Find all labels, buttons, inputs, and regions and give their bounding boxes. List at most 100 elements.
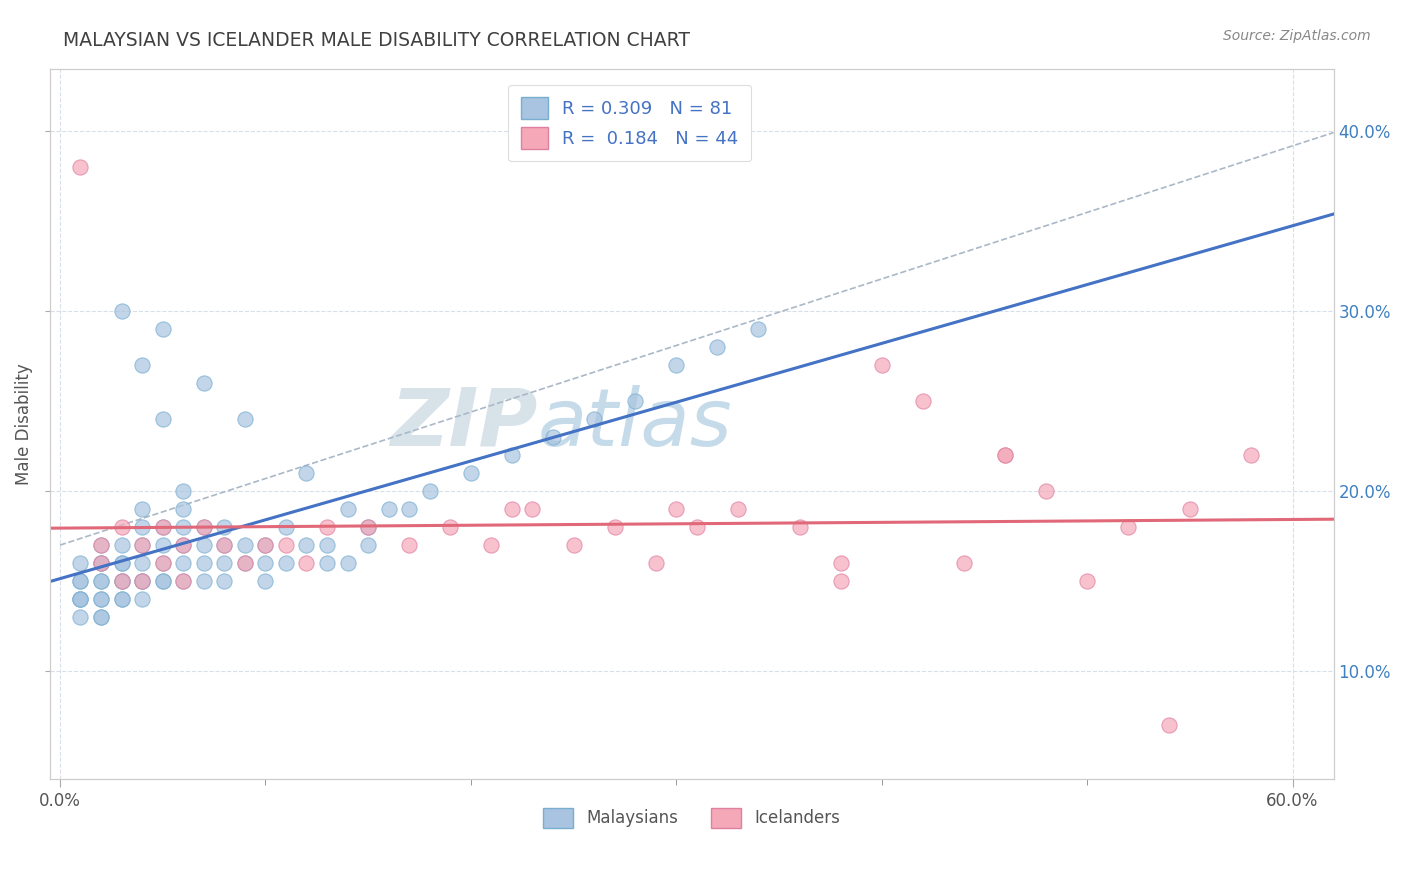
Point (110, 304, 132, 318)
Point (870, 358, 893, 372)
Point (193, 574, 215, 588)
Point (419, 484, 441, 499)
Point (789, 520, 811, 534)
Point (152, 322, 174, 336)
Point (357, 538, 380, 552)
Point (193, 538, 215, 552)
Point (131, 574, 153, 588)
Point (1116, 520, 1139, 534)
Point (69, 556, 91, 570)
Point (214, 556, 236, 570)
Point (90, 592, 112, 607)
Point (316, 520, 339, 534)
Point (172, 538, 194, 552)
Point (90, 556, 112, 570)
Point (193, 520, 215, 534)
Point (152, 520, 174, 534)
Point (172, 520, 194, 534)
Point (214, 574, 236, 588)
Point (254, 574, 277, 588)
Point (110, 574, 132, 588)
Point (295, 556, 318, 570)
Point (152, 556, 174, 570)
Point (172, 502, 194, 516)
Point (152, 538, 174, 552)
Point (274, 538, 297, 552)
Point (90, 556, 112, 570)
Point (911, 394, 934, 409)
Point (665, 358, 688, 372)
Point (644, 556, 666, 570)
Point (131, 556, 153, 570)
Point (69, 161, 91, 175)
Point (686, 520, 709, 534)
Point (583, 412, 606, 426)
Point (90, 538, 112, 552)
Point (1159, 718, 1181, 732)
Point (665, 502, 688, 516)
Point (994, 448, 1017, 462)
Point (131, 538, 153, 552)
Point (295, 466, 318, 480)
Point (501, 502, 523, 516)
Point (1178, 502, 1201, 516)
Point (274, 520, 297, 534)
Point (336, 502, 359, 516)
Point (501, 448, 523, 462)
Point (69, 574, 91, 588)
Point (152, 574, 174, 588)
Point (172, 484, 194, 499)
Point (172, 574, 194, 588)
Text: atlas: atlas (537, 384, 733, 463)
Point (90, 574, 112, 588)
Point (214, 538, 236, 552)
Point (131, 358, 153, 372)
Point (377, 502, 399, 516)
Point (110, 556, 132, 570)
Point (603, 520, 626, 534)
Point (522, 502, 544, 516)
Point (69, 592, 91, 607)
Point (131, 574, 153, 588)
Point (336, 556, 359, 570)
Point (624, 394, 647, 409)
Point (172, 538, 194, 552)
Point (357, 520, 380, 534)
Point (110, 592, 132, 607)
Point (193, 520, 215, 534)
Point (274, 556, 297, 570)
Point (172, 574, 194, 588)
Point (90, 610, 112, 624)
Point (1035, 484, 1057, 499)
Point (172, 556, 194, 570)
Point (254, 556, 277, 570)
Point (110, 574, 132, 588)
Point (152, 556, 174, 570)
Point (830, 574, 852, 588)
Point (152, 412, 174, 426)
Point (316, 556, 339, 570)
Point (110, 592, 132, 607)
Point (69, 592, 91, 607)
Point (193, 556, 215, 570)
Point (214, 538, 236, 552)
Text: ZIP: ZIP (391, 384, 537, 463)
Point (152, 520, 174, 534)
Point (460, 466, 482, 480)
Point (90, 538, 112, 552)
Point (254, 538, 277, 552)
Point (90, 574, 112, 588)
Text: MALAYSIAN VS ICELANDER MALE DISABILITY CORRELATION CHART: MALAYSIAN VS ICELANDER MALE DISABILITY C… (63, 31, 690, 50)
Point (90, 556, 112, 570)
Point (110, 520, 132, 534)
Point (233, 412, 256, 426)
Point (953, 556, 976, 570)
Point (398, 502, 420, 516)
Point (254, 538, 277, 552)
Point (439, 520, 461, 534)
Point (562, 538, 585, 552)
Point (131, 538, 153, 552)
Point (1076, 574, 1098, 588)
Y-axis label: Male Disability: Male Disability (15, 363, 32, 484)
Point (747, 322, 769, 336)
